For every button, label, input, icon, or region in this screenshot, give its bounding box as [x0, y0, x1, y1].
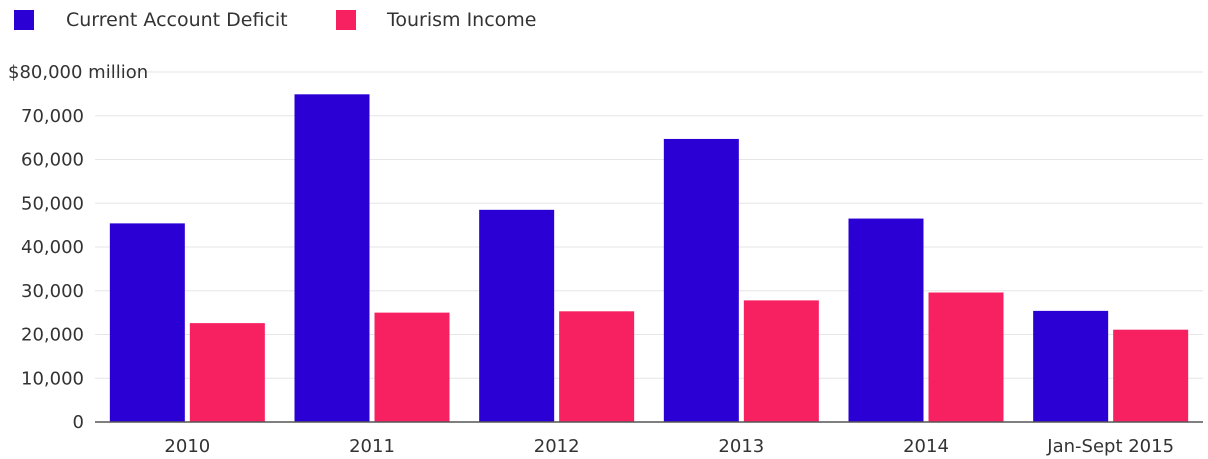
legend-label-current-account-deficit: Current Account Deficit	[66, 9, 288, 31]
bar-current-account-deficit-5	[1033, 310, 1109, 422]
y-tick-label: 0	[73, 412, 84, 433]
bar-tourism-income-5	[1113, 329, 1189, 422]
x-tick-label: 2010	[164, 436, 210, 457]
legend-swatch-tourism-income	[336, 10, 356, 30]
legend-swatch-current-account-deficit	[14, 10, 34, 30]
y-tick-label: 60,000	[21, 150, 84, 171]
bar-tourism-income-1	[374, 312, 450, 422]
bar-tourism-income-0	[189, 323, 265, 422]
x-tick-label: 2013	[718, 436, 764, 457]
bar-current-account-deficit-4	[848, 218, 924, 422]
bar-current-account-deficit-0	[109, 223, 185, 422]
y-tick-label: 10,000	[21, 368, 84, 389]
y-tick-label: 30,000	[21, 281, 84, 302]
y-tick-label: $80,000 million	[8, 62, 148, 83]
x-tick-label: 2011	[349, 436, 395, 457]
legend-label-tourism-income: Tourism Income	[387, 9, 537, 31]
y-tick-label: 50,000	[21, 193, 84, 214]
bar-tourism-income-2	[559, 311, 635, 422]
x-tick-label: 2012	[534, 436, 580, 457]
bar-current-account-deficit-2	[479, 209, 555, 422]
x-axis-ticks: 2010 2011 2012 2013 2014 Jan-Sept 2015	[164, 436, 1174, 457]
y-tick-label: 40,000	[21, 237, 84, 258]
bar-tourism-income-3	[743, 300, 819, 422]
bar-current-account-deficit-3	[663, 138, 739, 422]
gridlines	[95, 71, 1203, 379]
y-tick-label: 70,000	[21, 106, 84, 127]
bar-tourism-income-4	[928, 292, 1004, 422]
x-tick-label: Jan-Sept 2015	[1046, 436, 1174, 457]
bar-current-account-deficit-1	[294, 94, 370, 422]
y-tick-label: 20,000	[21, 325, 84, 346]
bars	[109, 94, 1189, 422]
y-axis-ticks: 0 10,000 20,000 30,000 40,000 50,000 60,000 70,…	[8, 62, 148, 433]
x-tick-label: 2014	[903, 436, 949, 457]
